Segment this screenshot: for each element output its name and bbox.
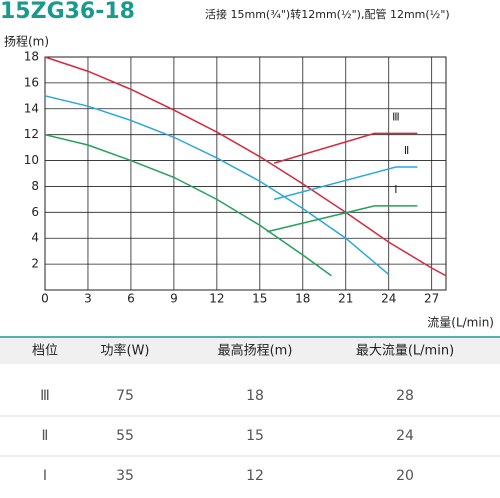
gear-line <box>273 166 418 201</box>
pump-curve <box>44 56 447 277</box>
y-tick-label: 10 <box>24 153 39 167</box>
table-cell: Ⅱ <box>42 428 49 444</box>
x-tick-label: 0 <box>41 292 49 306</box>
x-tick-label: 18 <box>295 292 310 306</box>
table-header-cell: 最大流量(L/min) <box>356 344 454 359</box>
gear-line <box>266 205 418 233</box>
y-tick-label: 16 <box>24 75 39 89</box>
table-header-cell: 档位 <box>32 344 58 359</box>
table-header-cell: 功率(W) <box>101 343 150 359</box>
y-axis-label: 扬程(m) <box>4 34 49 49</box>
table-cell: 18 <box>246 388 264 404</box>
table-cell: 35 <box>116 468 134 484</box>
chart-title: 15ZG36-18 <box>0 0 135 24</box>
chart-subtitle: 活接 15mm(¾")转12mm(½"),配管 12mm(½") <box>205 7 450 21</box>
x-tick-label: 27 <box>424 292 439 306</box>
pump-curve <box>44 133 332 277</box>
table-header-cell: 最高扬程(m) <box>218 343 293 359</box>
table-header-bg <box>0 337 500 364</box>
y-tick-label: 6 <box>31 205 39 219</box>
y-tick-label: 2 <box>31 257 39 271</box>
pump-curve <box>44 95 390 276</box>
y-tick-label: 12 <box>24 127 39 141</box>
gear-line <box>273 132 418 164</box>
table-cell: 20 <box>396 468 414 484</box>
x-tick-label: 15 <box>252 292 267 306</box>
x-axis-label: 流量(L/min) <box>427 316 494 330</box>
table-cell: Ⅰ <box>43 468 47 484</box>
table-cell: 15 <box>246 428 264 444</box>
table-cell: 24 <box>396 428 414 444</box>
table-cell: 12 <box>246 468 264 484</box>
table-cell: 28 <box>396 388 414 404</box>
x-tick-label: 3 <box>84 292 92 306</box>
legend-label: Ⅲ <box>392 110 400 123</box>
legend-label: Ⅰ <box>394 183 397 196</box>
table-cell: Ⅲ <box>40 388 50 404</box>
plot-frame <box>44 56 447 291</box>
x-tick-label: 12 <box>209 292 224 306</box>
x-tick-label: 9 <box>170 292 178 306</box>
x-tick-label: 21 <box>338 292 353 306</box>
table-cell: 75 <box>116 388 134 404</box>
table-cell: 55 <box>116 428 134 444</box>
y-tick-label: 14 <box>24 101 39 115</box>
y-tick-label: 8 <box>31 179 39 193</box>
x-tick-label: 6 <box>127 292 135 306</box>
y-tick-label: 18 <box>24 50 39 64</box>
x-tick-label: 24 <box>381 292 396 306</box>
y-tick-label: 4 <box>31 231 39 245</box>
legend-label: Ⅱ <box>404 144 409 157</box>
